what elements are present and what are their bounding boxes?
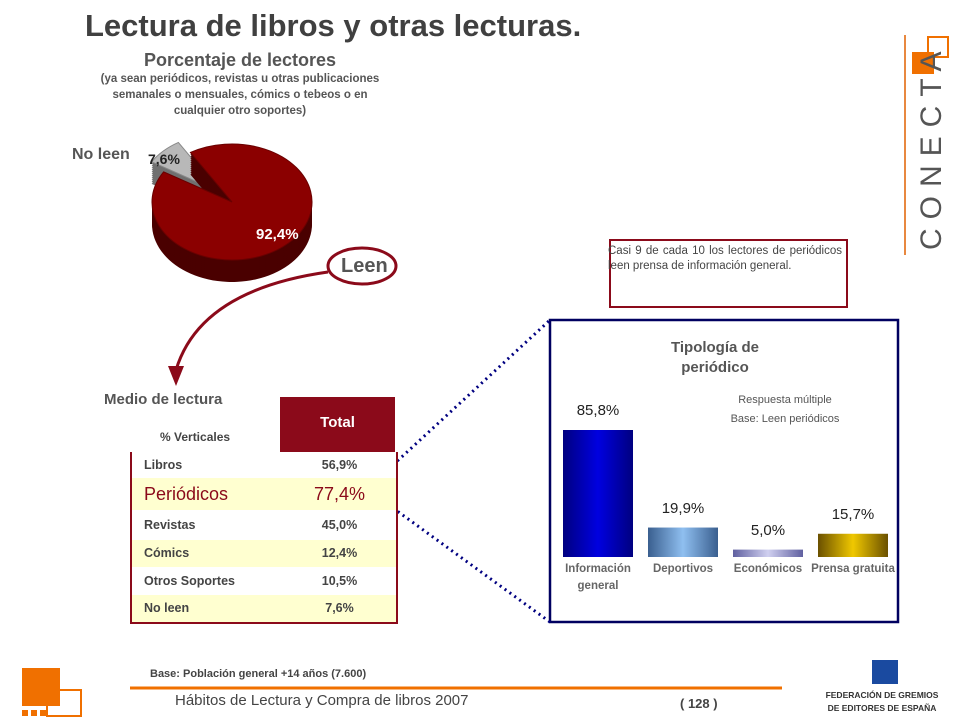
- org-logo: [872, 660, 898, 684]
- logo-square: [46, 689, 82, 717]
- logo-text: CONECTA: [915, 42, 948, 250]
- table-cell: 7,6%: [325, 601, 354, 615]
- arrow-head: [168, 366, 184, 386]
- bar-category-label: Deportivos: [652, 563, 714, 575]
- logo-dot: [22, 710, 28, 716]
- arrow: [174, 270, 329, 371]
- bar-value-label: 85,8%: [576, 402, 620, 419]
- pie-label: Leen: [341, 255, 388, 277]
- pie-value-label: 92,4%: [256, 226, 299, 243]
- table-cell: 10,5%: [321, 574, 358, 588]
- logo-square: [22, 668, 60, 706]
- table-cell: 12,4%: [321, 546, 358, 560]
- callout: Casi 9 de cada 10 los lectores de periód…: [608, 245, 842, 272]
- bar-note: Base: Leen periódicos: [730, 413, 840, 425]
- table-row: Otros Soportes 10,5%: [132, 567, 396, 595]
- pie-title: Porcentaje de lectores: [143, 50, 337, 70]
- callout-box: [609, 239, 848, 308]
- table-cell: Periódicos: [144, 484, 229, 504]
- footer-source: Hábitos de Lectura y Compra de libros 20…: [175, 692, 469, 709]
- table-subtitle: % Verticales: [160, 430, 231, 444]
- pie-slice: [151, 143, 313, 261]
- table-cell: 45,0%: [321, 518, 358, 532]
- page-number: ( 128 ): [680, 696, 718, 711]
- pie-subtitle: (ya sean periódicos, revistas u otras pu…: [100, 73, 380, 117]
- table: Libros 56,9% Periódicos 77,4% Revistas 45,0% C…: [130, 452, 398, 624]
- bar: [648, 527, 718, 557]
- table-cell: Libros: [144, 458, 183, 472]
- org-name: FEDERACIÓN DE GREMIOS: [825, 690, 939, 700]
- connector: [392, 506, 551, 624]
- table-cell: 77,4%: [313, 484, 366, 504]
- table-row: Cómics 12,4%: [132, 540, 396, 567]
- bar-title: Tipología de periódico: [670, 339, 760, 376]
- table-row: Libros 56,9%: [132, 452, 396, 478]
- bar: [563, 430, 633, 557]
- logo-dot: [40, 710, 46, 716]
- table-row: No leen 7,6%: [132, 595, 396, 622]
- bar-value-label: 5,0%: [750, 521, 786, 539]
- bar-value-label: 19,9%: [661, 499, 705, 517]
- pie-label: No leen: [72, 146, 130, 163]
- table-header-bg: [280, 397, 395, 452]
- bar-category-label: Información general: [565, 563, 631, 592]
- bar-category-label: Económicos: [733, 563, 803, 575]
- table-cell: Cómics: [144, 546, 190, 560]
- table-cell: 56,9%: [321, 458, 358, 472]
- footer-base: Base: Población general +14 años (7.600): [150, 668, 367, 680]
- bar-note: Respuesta múltiple: [738, 394, 832, 406]
- bar-category-label: Prensa gratuita: [811, 563, 895, 575]
- bar: [733, 549, 803, 557]
- table-cell: Otros Soportes: [144, 574, 235, 588]
- logo-square: [927, 36, 949, 58]
- table-cell: No leen: [144, 601, 190, 615]
- connector: [391, 318, 552, 467]
- title: Lectura de libros y otras lecturas.: [85, 8, 582, 43]
- pie-value-label: 7,6%: [148, 151, 180, 167]
- table-header: Total: [320, 414, 355, 431]
- table-row: Periódicos 77,4%: [132, 478, 396, 510]
- org-name: DE EDITORES DE ESPAÑA: [827, 703, 937, 713]
- table-title: Medio de lectura: [104, 391, 223, 408]
- bar-chart-frame: [548, 318, 900, 624]
- logo-dot: [31, 710, 37, 716]
- table-row: Revistas 45,0%: [132, 510, 396, 540]
- table-cell: Revistas: [144, 518, 196, 532]
- highlight: [326, 246, 398, 286]
- bar: [818, 533, 888, 557]
- bar-value-label: 15,7%: [831, 505, 875, 523]
